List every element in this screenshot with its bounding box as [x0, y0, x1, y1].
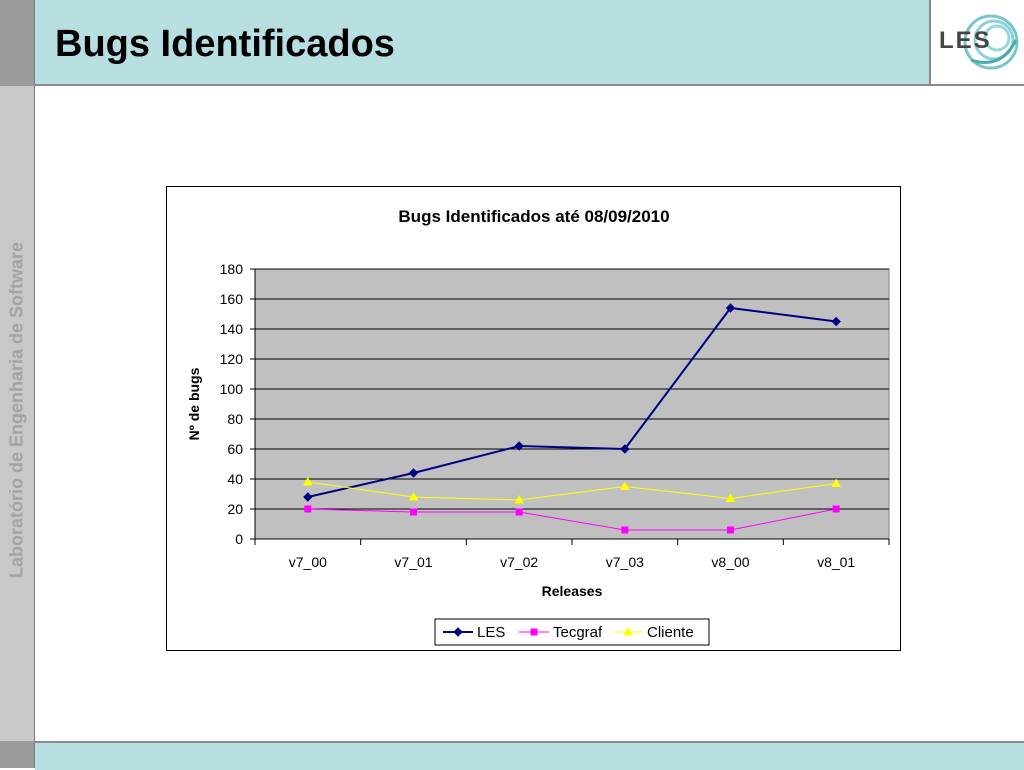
les-logo: LES	[929, 0, 1024, 86]
x-tick-label: v7_00	[289, 554, 327, 570]
series-cliente	[302, 476, 842, 504]
data-point	[623, 626, 633, 636]
data-point	[831, 316, 841, 327]
data-point	[410, 508, 417, 516]
sidebar-lab-name: Laboratório de Engenharia de Software	[6, 241, 27, 579]
logo-text: LES	[939, 27, 992, 54]
y-tick-label: 60	[227, 441, 243, 457]
y-axis: 0 20 40 60 80 100 120 140 160 180	[220, 261, 256, 547]
y-axis-label: Nº de bugs	[186, 367, 202, 440]
data-point	[619, 481, 630, 490]
data-point	[515, 508, 523, 516]
data-point	[620, 444, 630, 454]
les-logo-swirl-icon	[963, 14, 1019, 70]
legend-box	[434, 618, 710, 646]
data-point	[530, 628, 538, 636]
data-point	[725, 303, 736, 313]
chart-title: Bugs Identificados até 08/09/2010	[398, 207, 669, 226]
y-tick-label: 0	[235, 531, 243, 547]
data-point	[832, 505, 840, 513]
legend-label: Cliente	[647, 624, 694, 641]
x-axis-label: Releases	[542, 583, 603, 599]
y-tick-label: 20	[227, 501, 243, 517]
x-tick-label: v7_01	[394, 554, 432, 570]
data-point	[408, 468, 419, 478]
series-tecgraf	[304, 505, 840, 534]
legend-label: LES	[477, 624, 505, 641]
data-point	[831, 478, 842, 487]
data-point	[621, 526, 629, 534]
line-chart: Bugs Identificados até 08/09/2010 0 20 40 6…	[186, 207, 890, 646]
y-tick-label: 80	[227, 411, 243, 427]
data-point	[303, 492, 313, 502]
series-line	[307, 306, 837, 498]
x-tick-label: v8_01	[817, 554, 855, 570]
sidebar-panel	[0, 86, 34, 741]
plot-area	[254, 268, 890, 540]
x-axis: v7_00 v7_01 v7_02 v7_03 v8_00 v8_01	[254, 538, 890, 570]
x-tick-label: v8_00	[711, 554, 749, 570]
series-les	[303, 303, 841, 502]
data-point	[302, 476, 313, 486]
legend-label: Tecgraf	[553, 624, 603, 641]
data-point	[727, 526, 734, 534]
series-line	[307, 508, 837, 531]
left-sidebar: Laboratório de Engenharia de Software	[0, 0, 35, 768]
title-bar: Bugs Identificados	[35, 0, 929, 86]
data-point	[725, 493, 736, 502]
x-tick-label: v7_02	[500, 554, 538, 570]
y-tick-label: 40	[227, 471, 243, 487]
chart-frame: Bugs Identificados até 08/09/2010 0 20 40 6…	[166, 186, 901, 651]
chart-legend: LES Tecgraf Cliente	[434, 618, 710, 646]
data-point	[514, 494, 525, 504]
y-tick-label: 120	[220, 351, 244, 367]
data-point	[304, 505, 312, 513]
data-point	[408, 491, 419, 501]
data-point	[514, 441, 524, 451]
gridlines	[255, 268, 889, 510]
footer-bar	[35, 741, 1024, 770]
series-line	[307, 481, 837, 501]
y-tick-label: 160	[220, 291, 244, 307]
y-tick-label: 180	[220, 261, 244, 277]
y-tick-label: 100	[220, 381, 244, 397]
series-group	[302, 303, 842, 534]
page-title: Bugs Identificados	[55, 23, 395, 65]
y-tick-label: 140	[220, 321, 244, 337]
data-point	[453, 627, 463, 637]
x-tick-label: v7_03	[606, 554, 644, 570]
